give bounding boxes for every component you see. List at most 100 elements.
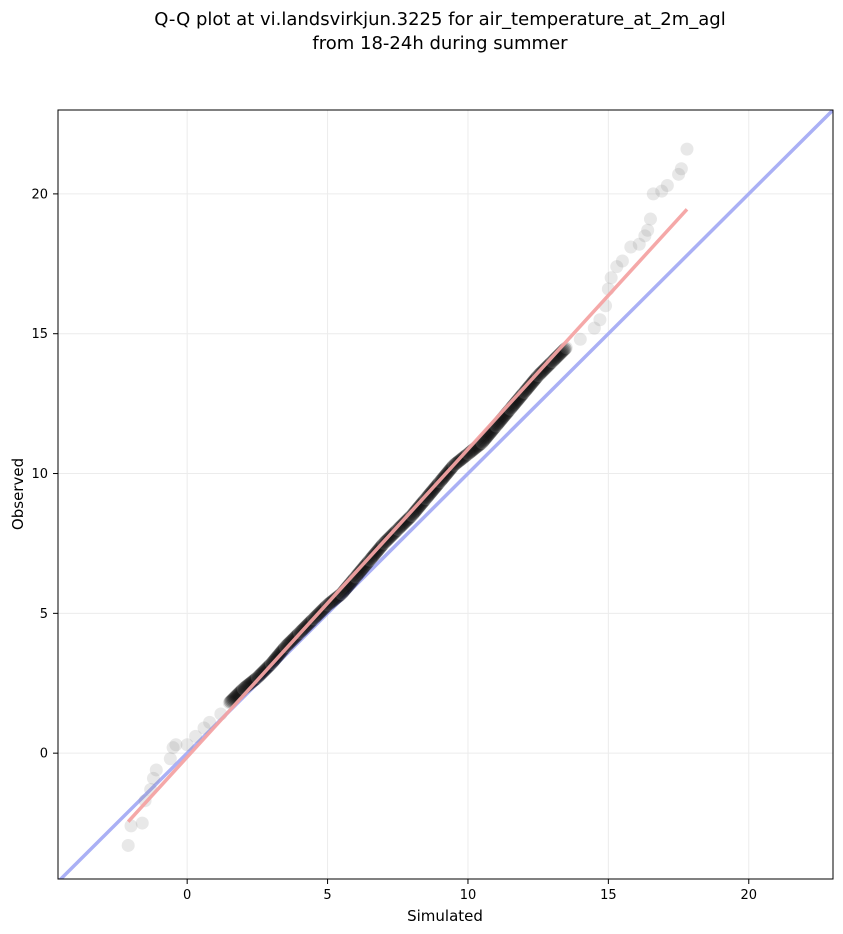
quantile-point <box>398 515 412 529</box>
quantile-point <box>393 520 407 534</box>
y-tick-label: 10 <box>31 467 48 482</box>
quantile-point <box>674 162 688 176</box>
axis-ticks: 0 5 10 15 20 0 5 10 15 20 <box>31 187 757 903</box>
quantile-point <box>524 377 538 391</box>
quantile-point <box>327 593 341 607</box>
quantile-point <box>412 500 426 514</box>
quantile-point <box>203 715 217 729</box>
quantile-point <box>166 741 180 755</box>
quantile-point <box>537 363 551 377</box>
grid-lines <box>58 110 833 879</box>
quantile-point <box>421 490 435 504</box>
quantile-point <box>413 499 427 513</box>
quantile-point <box>364 552 378 566</box>
quantile-point <box>388 525 402 539</box>
x-tick-label: 0 <box>183 888 191 903</box>
quantile-point <box>356 562 370 576</box>
quantile-point <box>530 370 544 384</box>
quantile-point <box>328 592 342 606</box>
x-axis-label: Simulated <box>407 907 483 925</box>
quantile-point <box>362 554 376 568</box>
quantile-point <box>416 495 430 509</box>
quantile-point <box>533 367 547 381</box>
quantile-point <box>526 375 540 389</box>
quantile-point <box>420 491 434 505</box>
chart-title-line-2: from 18-24h during summer <box>312 33 568 54</box>
y-tick-label: 15 <box>31 327 48 342</box>
x-tick-label: 5 <box>323 888 331 903</box>
quantile-point <box>357 561 371 575</box>
quantile-point <box>457 450 471 464</box>
quantile-point <box>394 519 408 533</box>
quantile-point <box>535 365 549 379</box>
quantile-point <box>414 498 428 512</box>
quantile-point <box>417 494 431 508</box>
quantile-point <box>326 594 340 608</box>
quantile-point <box>418 493 432 507</box>
quantile-point <box>531 369 545 383</box>
quantile-point <box>523 378 537 392</box>
quantile-point <box>363 553 377 567</box>
quantile-point <box>632 237 646 251</box>
quantile-point <box>135 816 149 830</box>
quantile-point <box>539 361 553 375</box>
quantile-point <box>538 362 552 376</box>
quantile-point <box>355 563 369 577</box>
quantile-point <box>528 373 542 387</box>
quantile-point <box>527 374 541 388</box>
quantile-point <box>248 672 262 686</box>
plot-area <box>58 110 833 879</box>
quantile-point <box>189 729 203 743</box>
plot-frame <box>57 109 834 880</box>
quantile-point <box>364 551 378 565</box>
quantile-point <box>391 522 405 536</box>
quantile-point <box>353 565 367 579</box>
quantile-point <box>358 558 372 572</box>
quantile-point <box>365 550 379 564</box>
x-tick-label: 15 <box>600 888 617 903</box>
y-axis-label: Observed <box>9 458 27 530</box>
quantile-point <box>325 595 339 609</box>
quantile-point <box>411 501 425 515</box>
quantile-point <box>419 492 433 506</box>
quantile-point <box>197 721 211 735</box>
quantile-point <box>421 489 435 503</box>
quantile-point <box>399 514 413 528</box>
quantile-point <box>392 521 406 535</box>
x-tick-label: 10 <box>460 888 477 903</box>
quantile-point <box>643 212 657 226</box>
quantile-point <box>169 738 183 752</box>
quantile-point <box>409 503 423 517</box>
quantile-point <box>641 223 655 237</box>
quantile-point <box>638 229 652 243</box>
quantile-point <box>604 271 618 285</box>
quantile-point <box>389 524 403 538</box>
quantile-point <box>359 557 373 571</box>
quantile-point <box>610 260 624 274</box>
quantile-point <box>397 516 411 530</box>
quantile-point <box>354 564 368 578</box>
quantile-point <box>245 675 259 689</box>
quantile-point <box>615 254 629 268</box>
quantile-point <box>121 838 135 852</box>
quantile-point <box>655 184 669 198</box>
quantile-point <box>247 673 261 687</box>
quantile-point <box>456 451 470 465</box>
quantile-point <box>410 502 424 516</box>
quantile-point <box>534 366 548 380</box>
quantile-point <box>587 321 601 335</box>
quantile-point <box>573 332 587 346</box>
quantile-point <box>624 240 638 254</box>
quantile-point <box>396 517 410 531</box>
quantile-point <box>532 368 546 382</box>
quantile-point <box>529 372 543 386</box>
quantile-point <box>536 364 550 378</box>
quantile-point <box>660 179 674 193</box>
quantile-point <box>459 449 473 463</box>
quantile-point <box>149 763 163 777</box>
y-tick-label: 20 <box>31 187 48 202</box>
quantile-point <box>163 752 177 766</box>
quantile-point <box>401 512 415 526</box>
quantile-point <box>360 556 374 570</box>
